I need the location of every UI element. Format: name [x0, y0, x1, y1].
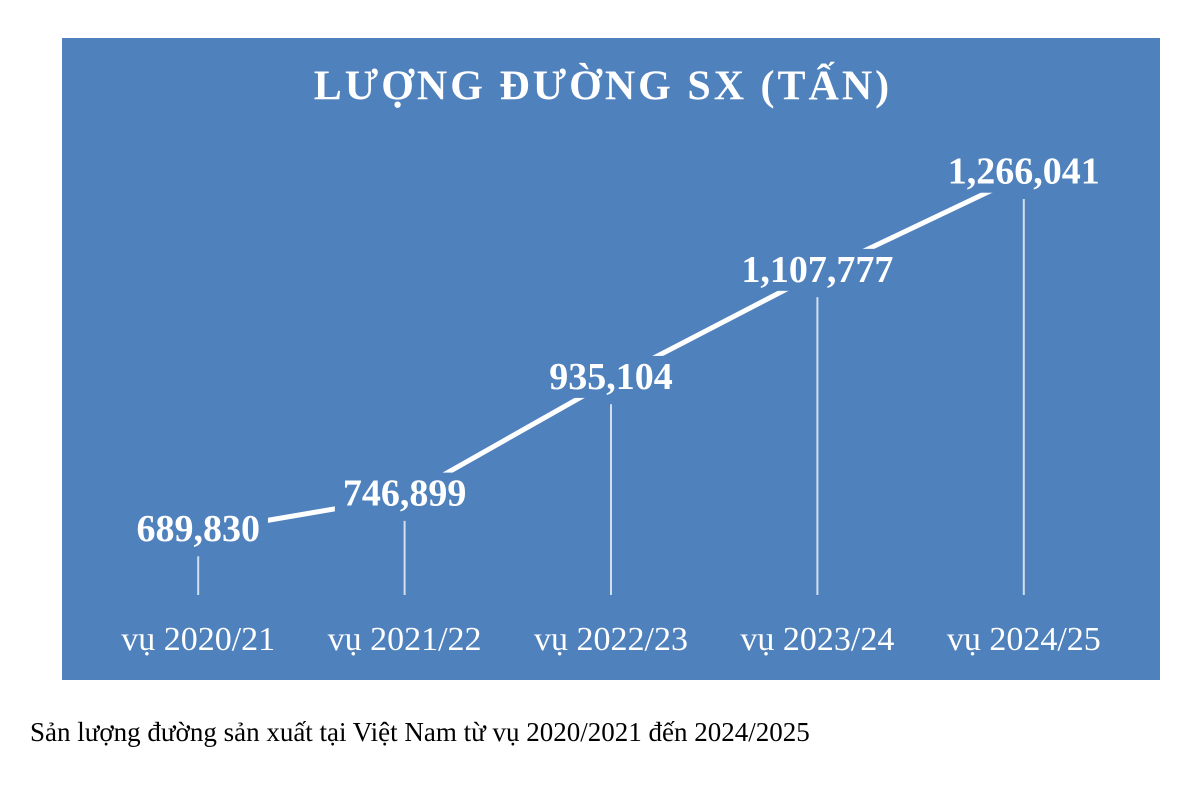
- data-label: 1,107,777: [741, 249, 893, 291]
- label-mask: [541, 355, 681, 398]
- label-mask: [334, 472, 475, 515]
- label-mask: [128, 507, 268, 550]
- label-mask: [733, 248, 902, 291]
- data-label: 935,104: [549, 356, 673, 398]
- data-label: 1,266,041: [948, 151, 1100, 193]
- caption: Sản lượng đường sản xuất tại Việt Nam từ…: [30, 717, 810, 747]
- label-mask: [939, 150, 1108, 193]
- x-tick-label: vụ 2023/24: [740, 621, 894, 658]
- data-label: 746,899: [343, 473, 467, 515]
- x-tick-label: vụ 2022/23: [534, 621, 688, 658]
- data-label: 689,830: [136, 508, 260, 550]
- chart-title: LƯỢNG ĐƯỜNG SX (TẤN): [314, 62, 892, 110]
- x-tick-label: vụ 2024/25: [947, 621, 1101, 658]
- x-tick-label: vụ 2020/21: [121, 621, 275, 658]
- x-tick-label: vụ 2021/22: [328, 621, 482, 658]
